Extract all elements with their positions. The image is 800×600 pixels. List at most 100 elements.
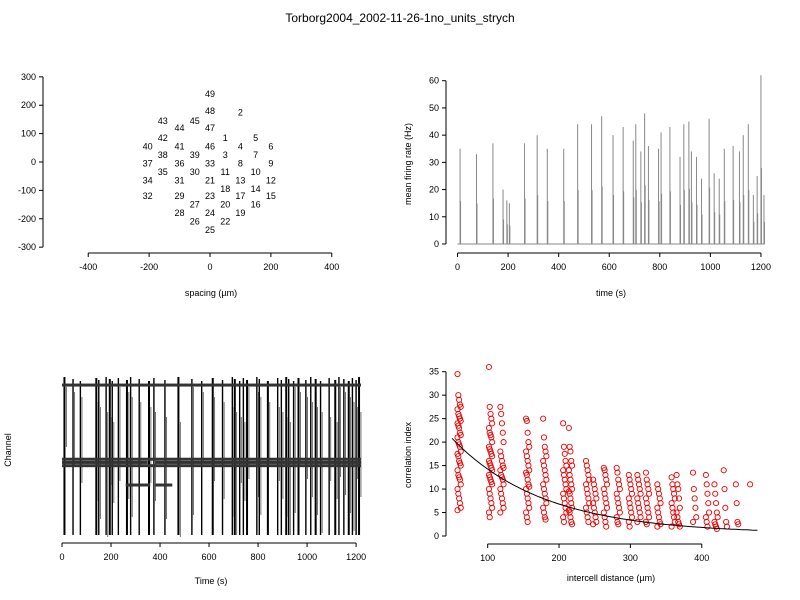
raster-burst-echo [330, 417, 332, 481]
raster-burst-column [164, 380, 166, 535]
raster-burst-column [358, 377, 361, 535]
raster-burst-column [177, 377, 180, 535]
correlation-points [454, 363, 754, 533]
electrode-label-9: 9 [268, 158, 273, 168]
electrode-label-48: 48 [205, 106, 215, 116]
correlation-point [628, 514, 636, 521]
correlation-point [560, 420, 567, 427]
rate-x-tick-label: 800 [652, 262, 667, 272]
correlation-point [593, 495, 600, 502]
raster-burst-column [138, 379, 140, 535]
correlation-point [689, 469, 697, 476]
correlation-point [560, 518, 568, 525]
correlation-point [498, 410, 505, 417]
rate-y-tick-label: 60 [429, 76, 439, 86]
correlation-point [497, 403, 504, 410]
electrode-label-46: 46 [205, 141, 215, 151]
correlation-x-tick-label: 200 [552, 553, 567, 563]
raster-burst-column [95, 378, 98, 535]
correlation-point [616, 509, 623, 516]
layout-y-tick-label: -100 [18, 185, 36, 195]
electrode-label-12: 12 [266, 175, 276, 185]
raster-active-channel-26 [62, 457, 361, 461]
raster-burst-column [231, 377, 234, 535]
correlation-point [457, 481, 464, 488]
raster-burst-column [351, 378, 354, 535]
raster-active-channel-34 [155, 483, 173, 487]
correlation-point [714, 514, 721, 521]
correlation-y-tick-label: 20 [429, 437, 439, 447]
rate-x-tick-label: 1000 [700, 262, 720, 272]
raster-burst-column [280, 380, 283, 535]
raster-burst-column [246, 380, 249, 535]
electrode-label-41: 41 [175, 141, 185, 151]
raster-burst-column [125, 380, 128, 535]
layout-y-tick-label: 0 [31, 157, 36, 167]
raster-burst-echo [289, 422, 291, 535]
exponential-fit-curve [451, 437, 758, 531]
raster-burst-echo [357, 407, 359, 479]
electrode-label-33: 33 [205, 158, 215, 168]
correlation-point [706, 509, 713, 516]
raster-burst-echo [107, 412, 109, 537]
correlation-point [702, 471, 709, 479]
raster-burst-echo [260, 397, 262, 515]
layout-x-tick-label: -400 [79, 262, 97, 272]
raster-burst-column [117, 378, 120, 535]
electrode-label-17: 17 [235, 191, 245, 201]
electrode-label-3: 3 [223, 150, 228, 160]
correlation-point [704, 523, 711, 530]
correlation-point [486, 403, 493, 410]
correlation-point [673, 471, 680, 479]
correlation-point [712, 490, 719, 497]
electrode-label-26: 26 [190, 217, 200, 227]
raster-burst-column [72, 379, 74, 535]
correlation-point [499, 429, 506, 436]
raster-burst-column [276, 378, 279, 535]
electrode-label-31: 31 [175, 175, 185, 185]
raster-burst-column [98, 380, 100, 535]
correlation-y-tick-label: 0 [434, 531, 439, 541]
electrode-label-23: 23 [205, 191, 215, 201]
correlation-point [733, 500, 740, 507]
layout-y-tick-label: 100 [21, 129, 36, 139]
raster-x-axis-label: Time (s) [195, 576, 228, 586]
correlation-point [489, 504, 496, 511]
correlation-point [590, 521, 597, 528]
correlation-point [497, 509, 504, 516]
correlation-point [603, 504, 611, 511]
correlation-y-tick-label: 30 [429, 390, 439, 400]
raster-burst-column [153, 378, 155, 535]
electrode-label-34: 34 [143, 175, 153, 185]
electrode-label-13: 13 [235, 175, 245, 185]
correlation-point [616, 486, 623, 493]
electrode-label-49: 49 [205, 89, 215, 99]
raster-burst-echo [294, 387, 296, 513]
electrode-label-4: 4 [238, 141, 243, 151]
rate-y-tick-label: 20 [429, 185, 439, 195]
raster-burst-column [305, 380, 307, 535]
correlation-point [500, 439, 507, 446]
raster-burst-echo [321, 412, 323, 533]
correlation-point [691, 495, 698, 502]
correlation-point [485, 363, 492, 371]
correlation-point [567, 448, 574, 455]
correlation-x-tick-label: 400 [694, 553, 709, 563]
raster-burst-echo [300, 392, 301, 461]
raster-burst-echo [340, 387, 341, 477]
electrode-label-5: 5 [253, 133, 258, 143]
electrode-label-42: 42 [158, 133, 168, 143]
raster-active-channel-34 [125, 483, 151, 487]
raster-burst-column [242, 378, 245, 535]
correlation-point [585, 518, 592, 525]
electrode-label-28: 28 [175, 208, 185, 218]
raster-burst-echo [236, 412, 238, 535]
correlation-point [692, 504, 699, 511]
electrode-label-18: 18 [220, 184, 230, 194]
rate-x-tick-label: 200 [501, 262, 516, 272]
electrode-label-47: 47 [205, 123, 215, 133]
rate-y-axis-label: mean firing rate (Hz) [403, 123, 413, 205]
electrode-label-19: 19 [235, 208, 245, 218]
raster-burst-echo [214, 397, 216, 481]
correlation-point [489, 481, 496, 488]
